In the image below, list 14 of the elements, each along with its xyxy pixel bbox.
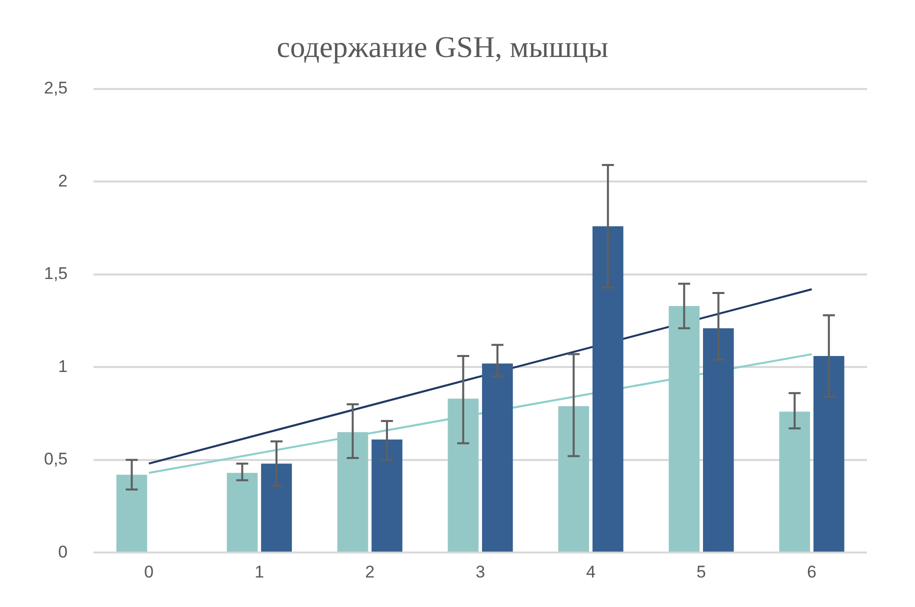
chart-title: содержание GSH, мышцы xyxy=(276,30,608,64)
x-tick-label: 2 xyxy=(365,562,375,582)
y-tick-label: 0,5 xyxy=(44,450,68,469)
x-tick-label: 3 xyxy=(476,562,486,582)
y-tick-label: 0 xyxy=(58,542,68,562)
y-tick-label: 2 xyxy=(58,171,68,190)
x-tick-label: 6 xyxy=(807,562,816,582)
x-tick-label: 1 xyxy=(254,562,264,582)
y-tick-label: 1 xyxy=(58,356,68,376)
x-tick-label: 5 xyxy=(696,562,706,582)
y-tick-label: 2,5 xyxy=(44,78,68,98)
y-tick-label: 1,5 xyxy=(44,264,68,284)
x-tick-label: 0 xyxy=(144,562,154,582)
x-tick-label: 4 xyxy=(586,562,596,582)
